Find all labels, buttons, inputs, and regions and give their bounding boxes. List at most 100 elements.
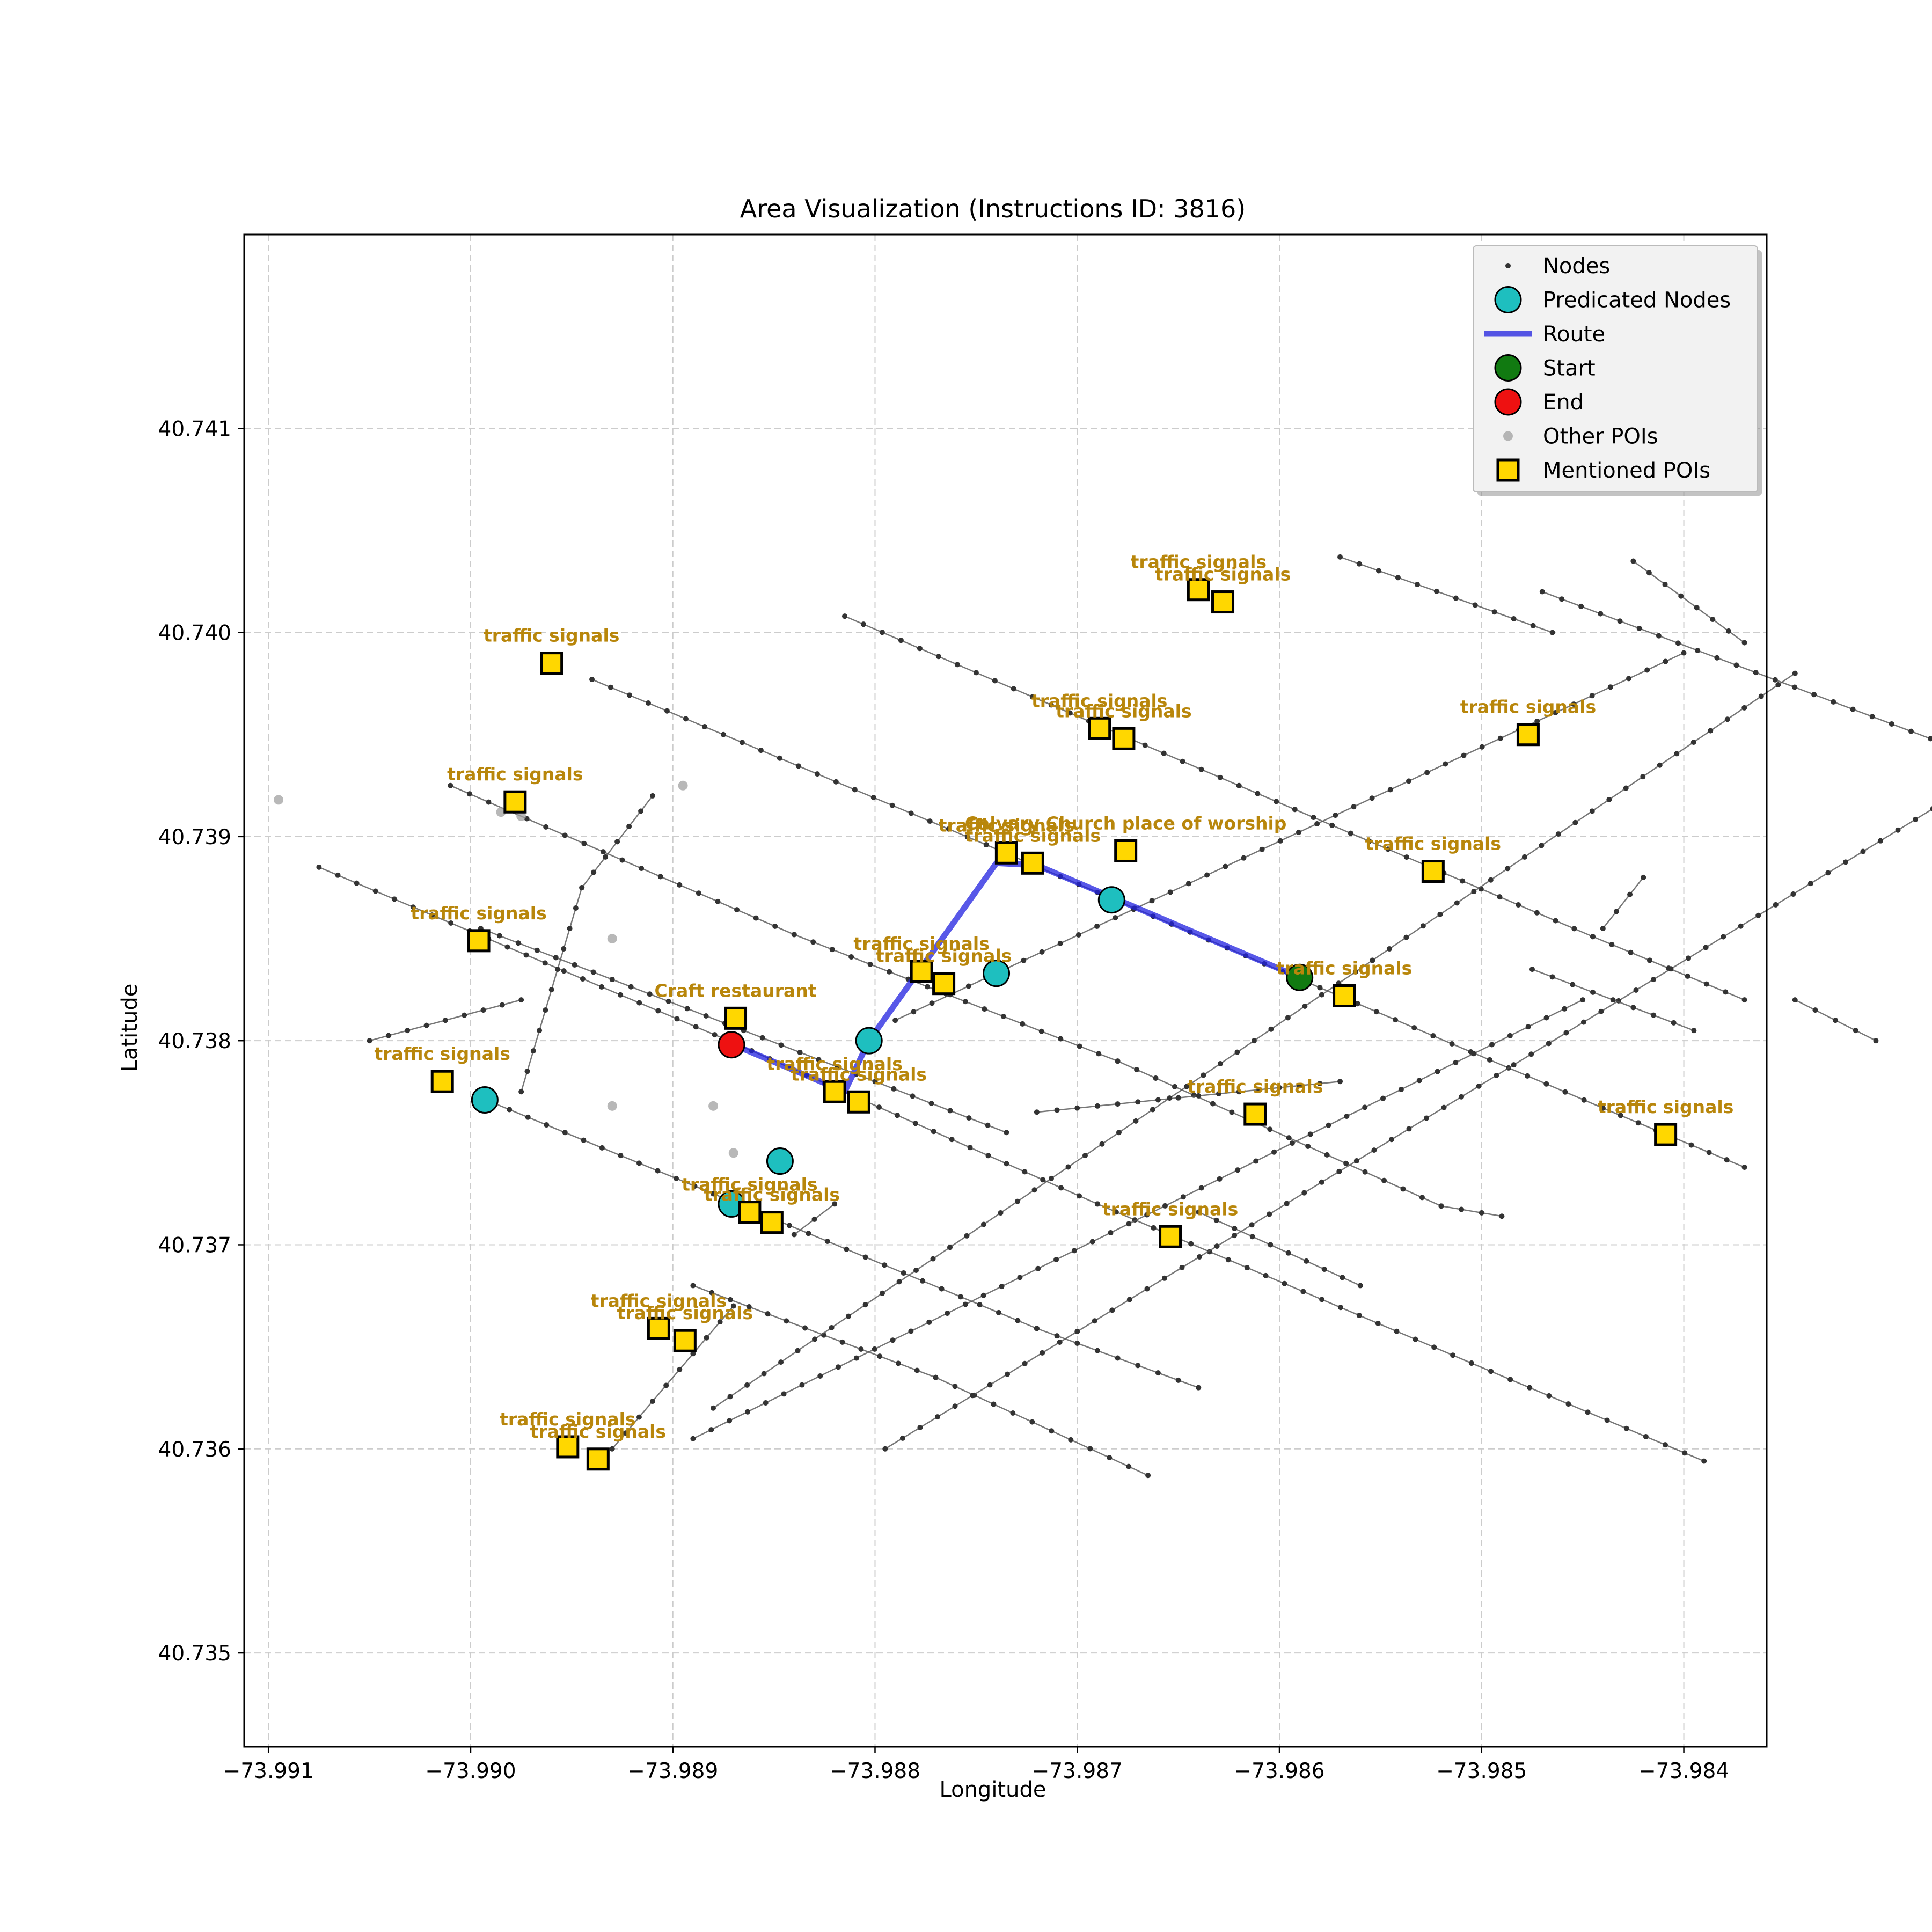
- node-point: [1022, 1169, 1028, 1175]
- node-point: [1628, 949, 1634, 955]
- node-point: [954, 662, 960, 668]
- node-point: [1633, 987, 1639, 993]
- node-point: [917, 646, 923, 652]
- node-point: [795, 1348, 801, 1353]
- node-point: [966, 1115, 972, 1121]
- node-point: [1210, 1101, 1216, 1107]
- node-point: [872, 1079, 878, 1085]
- node-point: [772, 923, 778, 929]
- node-point: [1511, 616, 1517, 621]
- y-tick-label: 40.736: [158, 1438, 231, 1462]
- node-point: [947, 1245, 953, 1250]
- node-point: [1662, 1442, 1668, 1448]
- node-point: [739, 740, 745, 745]
- node-point: [674, 1175, 679, 1181]
- node-point: [1459, 1206, 1465, 1212]
- mentioned-poi-marker: [556, 1435, 580, 1459]
- node-point: [1251, 1038, 1257, 1044]
- mentioned-poi-label: traffic signals: [1187, 1076, 1323, 1097]
- node-point: [1107, 1455, 1113, 1461]
- node-point: [1714, 655, 1720, 661]
- node-point: [1161, 1275, 1167, 1281]
- node-point: [914, 1367, 920, 1373]
- node-point: [1416, 1078, 1422, 1084]
- node-point: [1204, 872, 1210, 878]
- node-point: [1162, 1203, 1168, 1209]
- y-tick-label: 40.740: [158, 621, 231, 646]
- node-point: [839, 1339, 845, 1345]
- mentioned-poi-label: traffic signals: [1155, 564, 1291, 585]
- node-point: [1424, 770, 1430, 775]
- node-point: [1021, 957, 1027, 963]
- node-point: [1460, 878, 1466, 884]
- node-point: [1038, 1028, 1044, 1034]
- node-point: [499, 1002, 505, 1008]
- mentioned-poi-marker: [430, 1070, 454, 1093]
- node-point: [1075, 932, 1081, 938]
- node-point: [945, 1311, 950, 1316]
- node-point: [1343, 1160, 1349, 1166]
- node-point: [939, 1286, 945, 1292]
- node-point: [391, 896, 397, 902]
- x-axis-label: Longitude: [940, 1777, 1046, 1802]
- node-point: [1217, 774, 1223, 780]
- node-point: [1604, 1417, 1610, 1423]
- node-point: [1031, 1187, 1037, 1193]
- node-point: [410, 904, 416, 910]
- node-point: [1185, 881, 1191, 887]
- node-point: [1565, 1401, 1571, 1407]
- node-point: [744, 1409, 750, 1415]
- node-point: [385, 1033, 391, 1038]
- node-point: [1543, 1015, 1549, 1021]
- node-point: [985, 1122, 991, 1128]
- node-point: [1775, 682, 1781, 688]
- node-point: [958, 1294, 964, 1300]
- mentioned-poi-label: traffic signals: [1365, 833, 1501, 854]
- node-point: [761, 1371, 767, 1377]
- node-point: [1089, 1239, 1095, 1245]
- plot-area: traffic signals traffic signals traffic si…: [158, 233, 1932, 1783]
- node-point: [405, 1028, 411, 1034]
- node-point: [544, 1122, 550, 1128]
- node-point: [1609, 941, 1615, 947]
- node-point: [1388, 1137, 1394, 1143]
- node-point: [1296, 829, 1301, 835]
- node-point: [1074, 1329, 1080, 1335]
- node-point: [589, 677, 595, 683]
- node-point: [1606, 796, 1612, 802]
- node-point: [504, 944, 510, 950]
- mentioned-poi-marker: [586, 1447, 610, 1471]
- node-point: [786, 1223, 792, 1228]
- node-point: [1441, 1104, 1447, 1110]
- mentioned-poi-marker: [1211, 590, 1235, 614]
- mentioned-poi-marker: [1333, 984, 1356, 1008]
- other-poi-point: [607, 1101, 617, 1111]
- node-point: [486, 799, 492, 805]
- node-point: [1525, 1073, 1531, 1079]
- node-point: [636, 1160, 642, 1166]
- node-point: [608, 684, 614, 690]
- node-point: [1459, 1094, 1465, 1100]
- node-point: [655, 1168, 661, 1174]
- node-point: [480, 1007, 486, 1013]
- node-point: [1437, 911, 1443, 917]
- node-point: [746, 1304, 752, 1310]
- node-point: [1878, 838, 1884, 844]
- node-point: [1386, 946, 1392, 952]
- node-point: [1053, 1257, 1059, 1263]
- node-point: [1453, 1059, 1459, 1065]
- node-point: [1214, 1243, 1220, 1249]
- end-point: [718, 1031, 745, 1059]
- node-point: [316, 864, 322, 870]
- node-point: [992, 678, 998, 684]
- node-point: [1618, 1113, 1623, 1118]
- mentioned-poi-label: traffic signals: [853, 933, 989, 954]
- node-point: [572, 962, 577, 968]
- node-point: [1811, 692, 1817, 698]
- node-point: [1635, 1120, 1641, 1126]
- node-point: [799, 1382, 805, 1388]
- node-point: [1049, 1428, 1055, 1434]
- y-tick-label: 40.738: [158, 1029, 231, 1053]
- node-point: [1668, 966, 1674, 972]
